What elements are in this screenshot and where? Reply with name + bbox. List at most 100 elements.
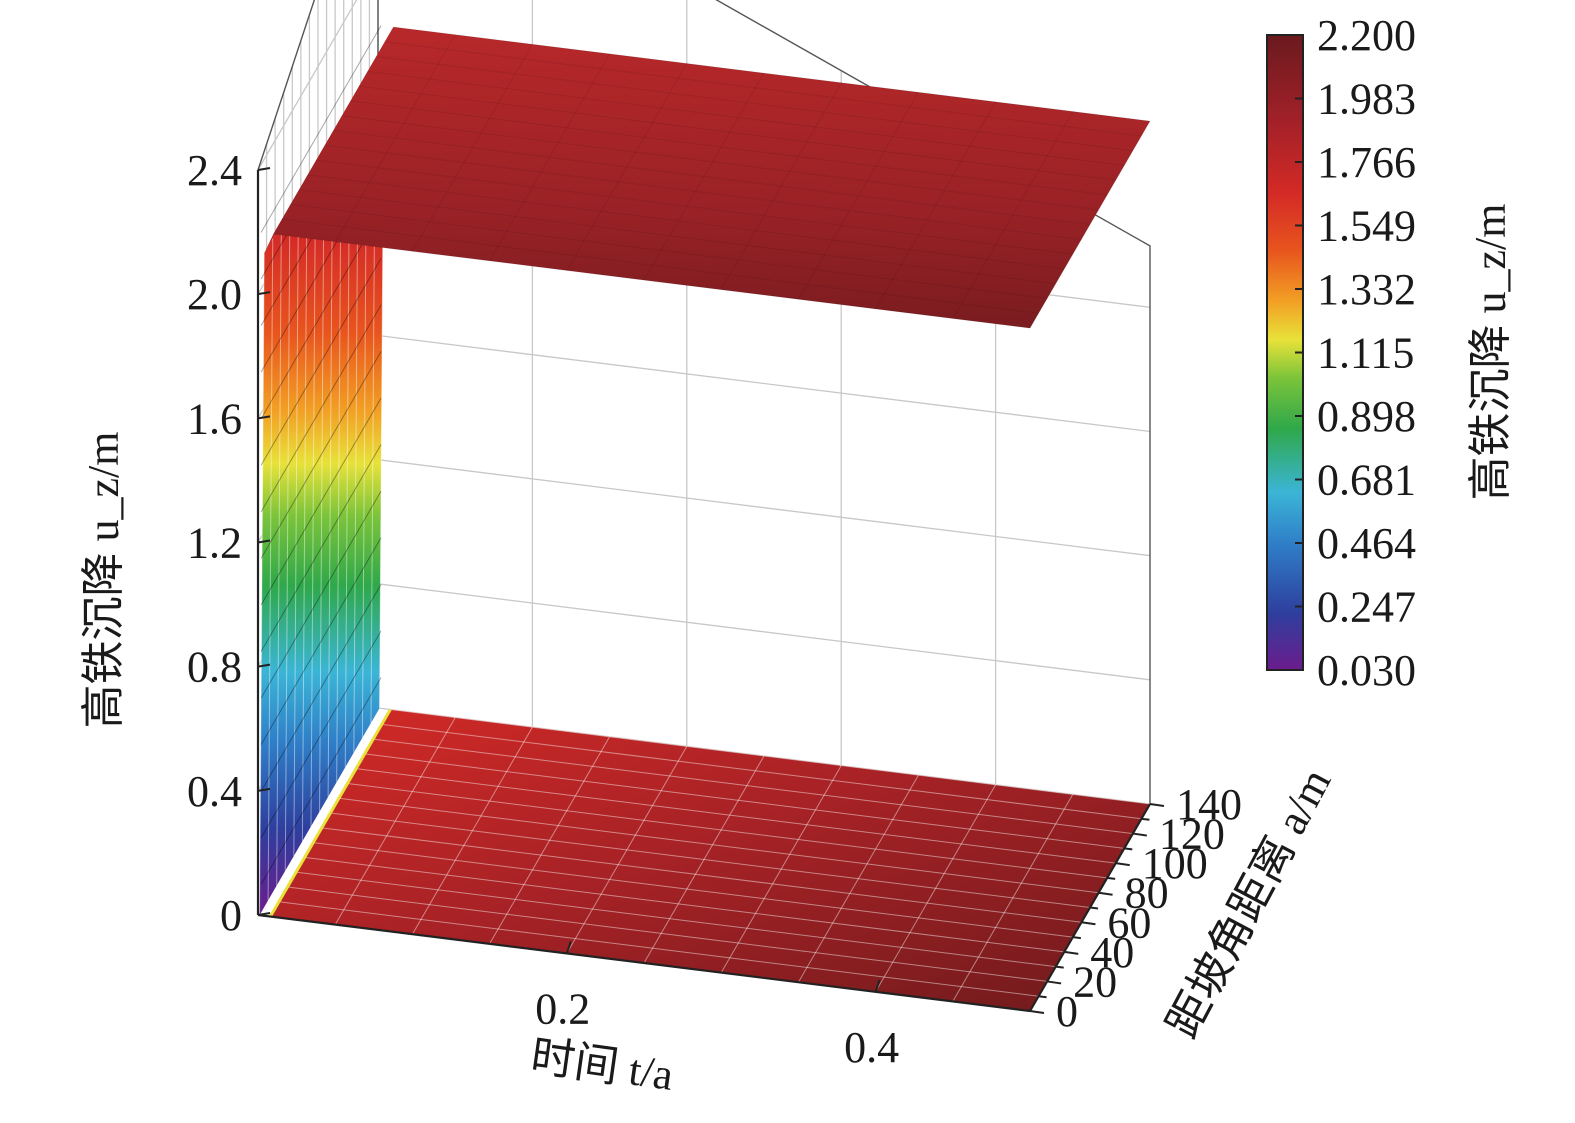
surface-mesh-line (330, 812, 1091, 908)
y-tick-mark (1149, 803, 1165, 807)
x-axis-ticks: 0.2 0.4 (535, 941, 899, 1072)
z-tick-label: 0 (220, 891, 242, 940)
colorbar: 2.200 1.983 1.766 1.549 1.332 1.115 0.898 0.681… (1266, 11, 1515, 695)
surface-mesh-line (321, 827, 1082, 923)
y-tick-label: 40 (1090, 928, 1134, 977)
surface-mesh-line (384, 41, 1142, 137)
surface-mesh-line (489, 53, 611, 262)
y-tick-label: 0 (1056, 987, 1078, 1036)
surface-contour-line (260, 490, 382, 699)
surface-mesh-line (310, 164, 317, 827)
surface-mesh-line (720, 765, 842, 973)
y-tick-mark (1081, 921, 1096, 926)
surface-mesh-line (334, 34, 456, 242)
surface-mesh-line (376, 56, 1133, 152)
surface-mesh-line (338, 797, 1099, 894)
surface-mesh-line (364, 753, 1125, 849)
surface-mesh-line (324, 144, 1082, 240)
surface-mesh-line (643, 755, 765, 964)
z-tick-mark (257, 912, 271, 916)
surface-mesh-line (341, 115, 1099, 211)
surface-plot (259, 25, 1151, 1012)
colorbar-ticks: 2.200 1.983 1.766 1.549 1.332 1.115 0.898 0.681… (1295, 11, 1416, 695)
y-tick-mark (1098, 891, 1113, 896)
surface-mesh-line (411, 44, 533, 252)
y-tick-label: 80 (1125, 869, 1169, 918)
surface-mesh-line (299, 189, 1056, 285)
y-minor-tick (1141, 817, 1150, 821)
surface-mesh-line (367, 70, 1125, 166)
colorbar-tick-label: 1.332 (1317, 265, 1416, 314)
surface-mesh-line (267, 238, 274, 901)
surface-mesh-line (373, 738, 1133, 835)
surface-mesh-line (296, 871, 1056, 968)
y-minor-tick (1107, 876, 1116, 880)
surface-mesh-line (334, 717, 456, 925)
surface-mesh-line (281, 218, 1039, 314)
z-tick-mark (257, 291, 271, 296)
surface-contour-line (260, 537, 382, 745)
colorbar-tick-label: 1.766 (1317, 138, 1416, 187)
z-tick-label: 0.8 (187, 643, 242, 692)
surface-mesh-line (301, 179, 308, 842)
x-tick-label: 0.2 (535, 984, 590, 1033)
colorbar-tick-label: 0.898 (1317, 392, 1416, 441)
surface-contour-line (260, 397, 382, 606)
surface-mesh-line (411, 726, 533, 935)
grid-line-back (377, 459, 1151, 557)
colorbar-tick-label: 0.681 (1317, 456, 1416, 505)
colorbar-title: 高铁沉降 u_z/m (1466, 204, 1515, 501)
box-edge (257, 0, 1151, 804)
z-tick-label: 2.0 (187, 270, 242, 319)
colorbar-tick-label: 1.983 (1317, 75, 1416, 124)
surface-plateau (273, 27, 1150, 329)
colorbar-tick-label: 0.464 (1317, 519, 1416, 568)
surface-mesh-line (327, 135, 334, 797)
surface-mesh-line (316, 159, 1073, 255)
colorbar-tick-label: 0.030 (1317, 646, 1416, 695)
x-tick-mark (565, 941, 572, 954)
surface-contour-line (260, 444, 382, 652)
surface-mesh-line (359, 85, 1116, 181)
y-tick-mark (1047, 980, 1062, 985)
surface-mesh-line (293, 194, 299, 857)
z-tick-label: 0.4 (187, 767, 242, 816)
y-tick-mark (1132, 832, 1147, 837)
surface-contour-line (260, 258, 382, 466)
y-minor-tick (1124, 847, 1133, 851)
z-axis-ticks: 0 0.4 0.8 1.2 1.6 2.0 2.4 (187, 146, 271, 940)
z-tick-mark (257, 787, 271, 792)
surface-mesh-line (566, 63, 688, 271)
surface-mesh-line (259, 253, 265, 916)
y-minor-tick (1055, 965, 1064, 969)
y-tick-label: 100 (1142, 839, 1208, 888)
surface-contour-line (260, 351, 382, 559)
surface-mesh-line (319, 149, 325, 812)
surface-mesh-line (393, 26, 1151, 122)
surface-mesh-line (333, 130, 1091, 226)
surface-contour-line (260, 211, 382, 419)
surface-mesh-line (307, 174, 1065, 270)
y-tick-label: 140 (1176, 780, 1242, 829)
surface-mesh-line (313, 842, 1073, 938)
surface-wall (259, 46, 385, 916)
surface-mesh-line (390, 709, 1151, 805)
colorbar-tick-label: 1.115 (1317, 329, 1414, 378)
y-minor-tick (1072, 936, 1081, 940)
y-tick-label: 20 (1073, 957, 1117, 1006)
z-tick-mark (257, 539, 271, 544)
colorbar-tick-label: 0.247 (1317, 583, 1416, 632)
y-tick-mark (1029, 1010, 1045, 1014)
surface-contour-line (260, 304, 382, 513)
y-tick-label: 60 (1107, 898, 1151, 947)
surface-mesh-line (1029, 120, 1151, 329)
colorbar-tick-label: 1.549 (1317, 202, 1416, 251)
surface-mesh-line (566, 746, 688, 954)
grid-line-back (377, 583, 1151, 681)
y-tick-label: 120 (1159, 810, 1225, 859)
surface-contour-line (260, 25, 382, 233)
surface-mesh-line (952, 794, 1074, 1002)
x-tick-label: 0.4 (844, 1023, 899, 1072)
